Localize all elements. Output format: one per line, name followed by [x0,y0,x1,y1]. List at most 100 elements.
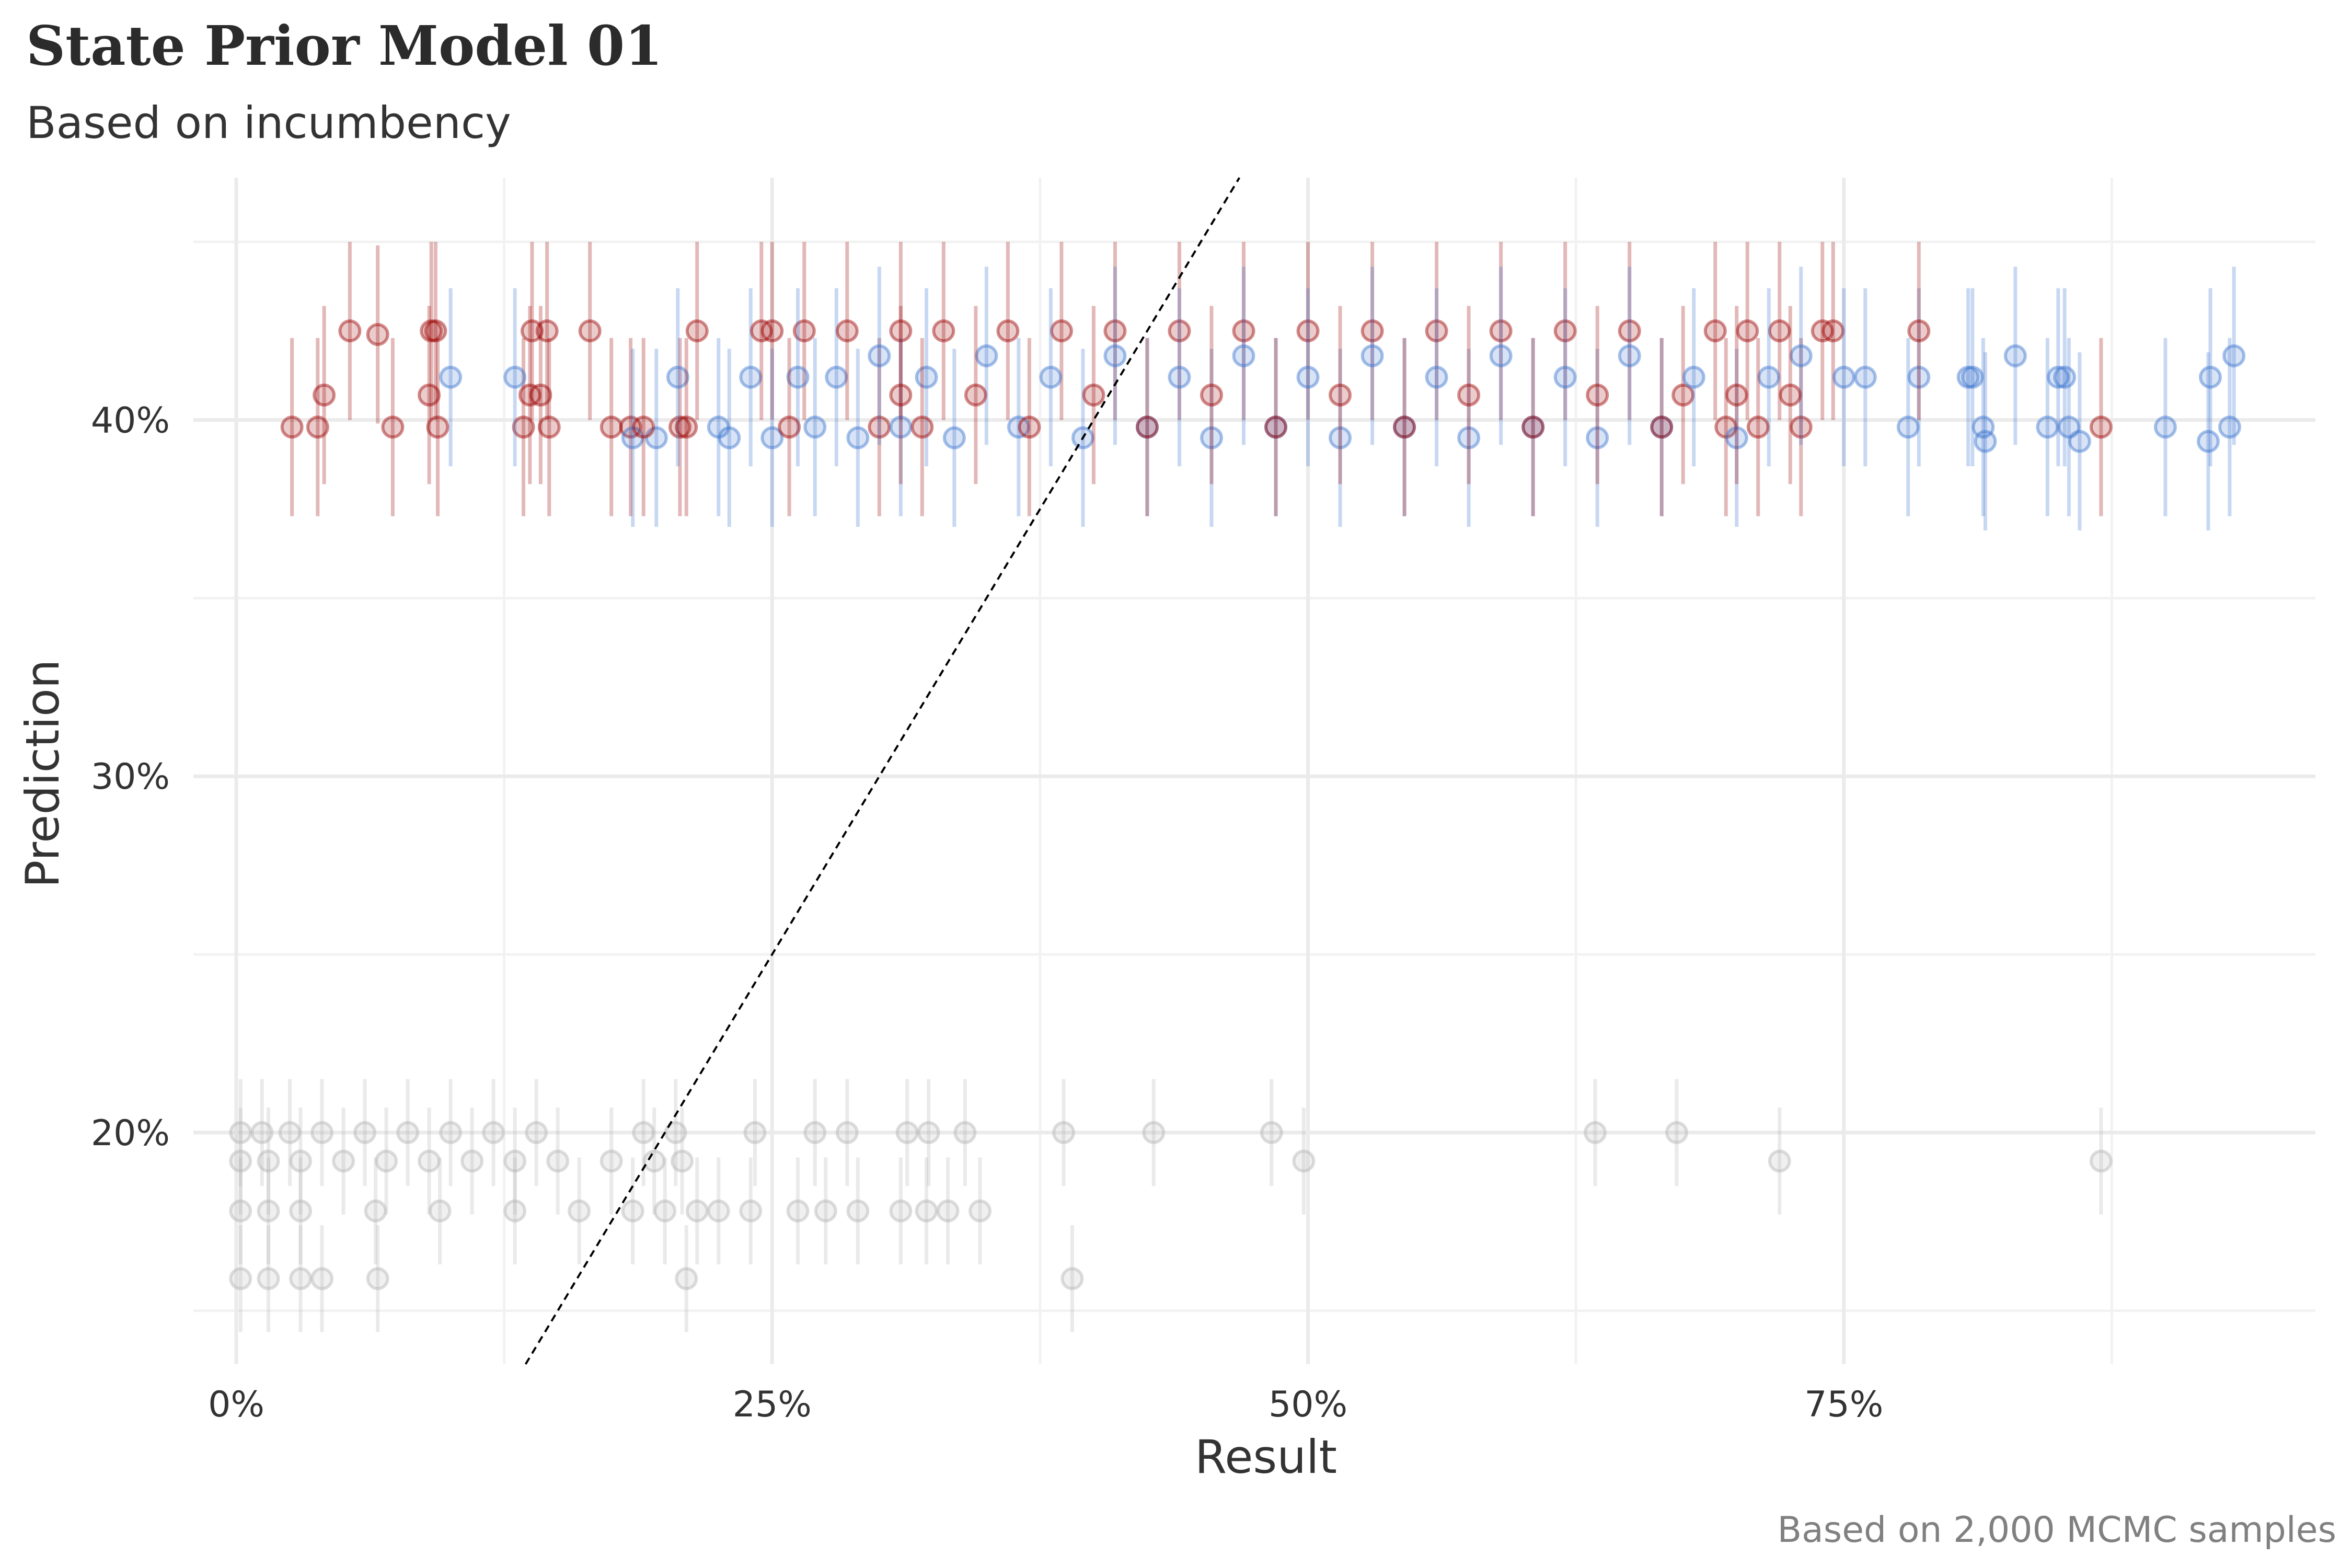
data-point [257,1149,280,1173]
data-point [503,365,527,389]
data-point [2196,430,2220,453]
data-point [1671,383,1695,407]
data-point [1553,365,1577,389]
y-axis-ticks: 20% 30% 40% [91,400,170,1154]
data-point [685,1199,709,1223]
x-tick-label: 0% [208,1384,264,1425]
reference-line-group [524,177,1241,1365]
data-point [599,1149,623,1173]
data-point [1974,430,1997,453]
data-point [418,383,441,407]
data-point [1736,319,1759,343]
data-point [1264,416,1288,439]
data-point [1956,365,1980,389]
data-point [420,319,443,343]
data-point [835,319,859,343]
data-point [278,1121,302,1144]
data-point [1007,416,1030,439]
data-point [1200,383,1223,407]
data-point [846,1199,870,1223]
data-point [685,319,709,343]
data-point [1050,319,1073,343]
data-point [353,1121,377,1144]
data-point [1060,1267,1084,1290]
series-group [439,267,2246,531]
data-point [2003,344,2027,367]
data-point [2222,344,2246,367]
data-point [825,365,848,389]
data-point [1052,1121,1076,1144]
data-point [1200,426,1223,449]
x-axis-ticks: 0% 25% 50% 75% [208,1384,1883,1425]
data-point [518,383,541,407]
data-point [936,1199,960,1223]
data-point [1665,1121,1688,1144]
data-point [1521,416,1545,439]
data-point [792,319,816,343]
data-point [310,1267,334,1290]
data-point [750,319,773,343]
data-point [1425,319,1448,343]
data-point [1168,319,1191,343]
data-point [621,1199,644,1223]
data-point [1142,1121,1166,1144]
data-point [835,1121,859,1144]
data-point [426,416,449,439]
data-point [1329,383,1352,407]
data-point [778,416,801,439]
data-point [381,416,405,439]
data-point [1393,416,1416,439]
data-point [675,416,698,439]
data-point [2153,416,2177,439]
data-point [644,426,668,449]
data-point [1039,365,1063,389]
data-point [1768,1149,1791,1173]
data-point [1489,319,1513,343]
data-point [1650,416,1674,439]
data-point [1135,416,1159,439]
data-point [868,416,891,439]
data-point [739,365,763,389]
data-point [1425,365,1448,389]
chart-caption: Based on 2,000 MCMC samples [1777,1509,2336,1551]
data-point [280,416,304,439]
data-point [1586,426,1609,449]
data-point [1961,365,1984,389]
data-point [786,1199,810,1223]
data-point [739,1199,763,1223]
series-group [229,1079,2113,1332]
data-point [889,1199,913,1223]
data-point [814,1199,837,1223]
data-point [1789,344,1813,367]
data-point [546,1149,570,1173]
data-point [1586,383,1609,407]
data-point [1292,1149,1316,1173]
data-point [718,426,741,449]
data-point [1746,416,1770,439]
data-point [313,383,336,407]
reference-line [524,177,1241,1365]
data-point [2057,416,2081,439]
data-point [803,1121,827,1144]
data-point [1168,365,1191,389]
data-point [257,1199,280,1223]
data-point [503,1149,527,1173]
data-point [1779,383,1802,407]
data-point [1521,416,1545,439]
data-point [229,1267,252,1290]
data-point [1296,365,1320,389]
data-point [707,1199,730,1223]
data-point [1553,319,1577,343]
data-point [619,416,642,439]
data-point [366,1267,389,1290]
data-point [2218,416,2241,439]
data-point [666,365,689,389]
data-point [642,1149,666,1173]
data-point [1361,319,1384,343]
data-point [229,1149,252,1173]
data-point [338,319,362,343]
data-point [1768,319,1791,343]
grid [193,178,2315,1364]
data-point [1135,416,1159,439]
data-point [942,426,966,449]
